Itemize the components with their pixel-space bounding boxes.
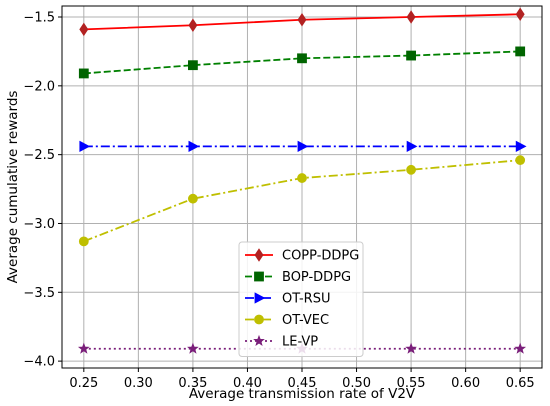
data-point [406,50,416,61]
data-point [188,140,200,153]
legend: COPP-DDPG BOP-DDPG OT-RSU OT-VEC LE-VP [238,241,364,357]
data-point [297,53,307,64]
data-point [187,342,199,354]
data-point [78,236,89,247]
data-point [188,60,198,71]
data-point [515,46,526,57]
data-point [406,164,416,175]
y-tick-label: −3.0 [23,217,55,232]
data-point [79,22,89,37]
y-tick-label: −2.5 [23,148,55,163]
x-axis-label: Average transmission rate of V2V [189,386,416,402]
data-point [515,140,527,153]
legend-item: COPP-DDPG [245,248,359,264]
y-tick-label: −3.5 [23,286,55,301]
data-point [297,140,309,153]
x-tick-label: 0.25 [69,376,98,391]
legend-marker [254,248,264,262]
data-point [514,342,527,354]
legend-marker [254,314,264,325]
series-copp-ddpg [79,7,525,37]
series-ot-rsu [79,140,527,153]
data-point [297,13,307,27]
legend-item: OT-RSU [245,292,330,307]
series-line [83,50,521,75]
legend-marker [254,292,266,304]
x-tick-label: 0.55 [397,376,426,391]
data-point [406,10,416,24]
data-point [188,18,198,32]
legend-item: OT-VEC [245,313,329,328]
y-tick-label: −2.0 [23,79,55,94]
tick-layer: 0.25 0.30 0.35 0.40 0.45 0.50 0.55 0.60 0.65 −1.5… [23,11,534,391]
data-point [515,155,526,166]
series-ot-vec [78,155,526,247]
x-tick-label: 0.60 [451,376,480,391]
data-point [79,140,91,153]
legend-label: OT-RSU [282,292,330,307]
y-axis-label: Average cumulative rewards [5,91,21,284]
data-point [406,140,418,153]
data-point [297,173,307,183]
x-tick-label: 0.35 [178,376,207,391]
x-tick-label: 0.65 [506,376,535,391]
legend-item: BOP-DDPG [245,270,351,285]
x-tick-label: 0.45 [288,376,317,391]
legend-box [238,241,364,357]
data-point [78,68,89,79]
legend-label: BOP-DDPG [282,270,351,285]
data-point [515,7,525,21]
data-point [405,342,417,354]
series-layer [77,7,527,354]
data-point [188,193,198,204]
series-bop-ddpg [78,46,526,79]
x-tick-label: 0.50 [342,376,371,391]
y-tick-label: −4.0 [23,355,55,370]
x-tick-label: 0.30 [124,376,153,391]
x-tick-label: 0.40 [233,376,262,391]
legend-marker [254,271,264,282]
legend-label: COPP-DDPG [282,249,359,264]
y-tick-label: −1.5 [23,11,55,26]
legend-marker [253,334,265,346]
legend-label: OT-VEC [282,313,329,328]
legend-label: LE-VP [282,335,318,350]
legend-item: LE-VP [245,335,318,350]
data-point [77,342,90,354]
